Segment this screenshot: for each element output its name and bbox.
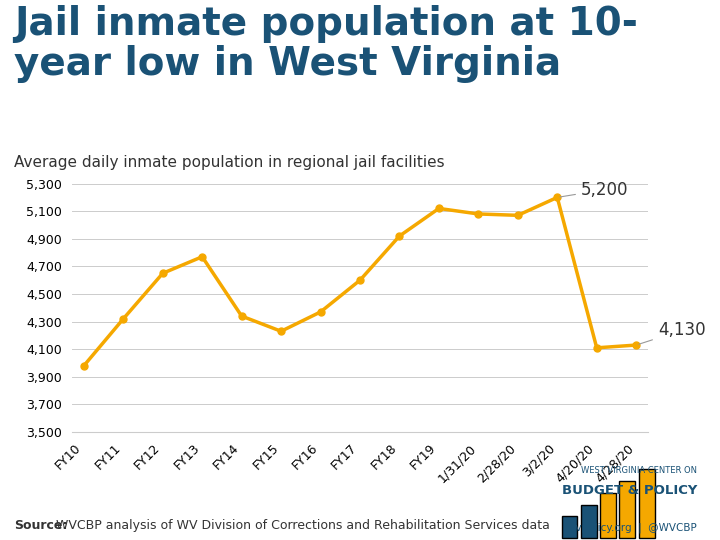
Text: Average daily inmate population in regional jail facilities: Average daily inmate population in regio… bbox=[14, 154, 445, 170]
Text: BUDGET & POLICY: BUDGET & POLICY bbox=[562, 484, 697, 497]
Text: Source:: Source: bbox=[14, 519, 68, 532]
FancyBboxPatch shape bbox=[600, 492, 616, 538]
FancyBboxPatch shape bbox=[562, 516, 577, 538]
Text: 5,200: 5,200 bbox=[560, 181, 629, 199]
FancyBboxPatch shape bbox=[581, 505, 597, 538]
FancyBboxPatch shape bbox=[619, 481, 635, 538]
Text: WEST VIRGINIA CENTER ON: WEST VIRGINIA CENTER ON bbox=[581, 466, 697, 475]
Text: 4,130: 4,130 bbox=[639, 321, 706, 344]
Text: wvpolicy.org  |  @WVCBP: wvpolicy.org | @WVCBP bbox=[567, 523, 697, 533]
Text: Jail inmate population at 10-
year low in West Virginia: Jail inmate population at 10- year low i… bbox=[14, 5, 638, 83]
FancyBboxPatch shape bbox=[639, 469, 654, 538]
Text: WVCBP analysis of WV Division of Corrections and Rehabilitation Services data: WVCBP analysis of WV Division of Correct… bbox=[52, 519, 549, 532]
